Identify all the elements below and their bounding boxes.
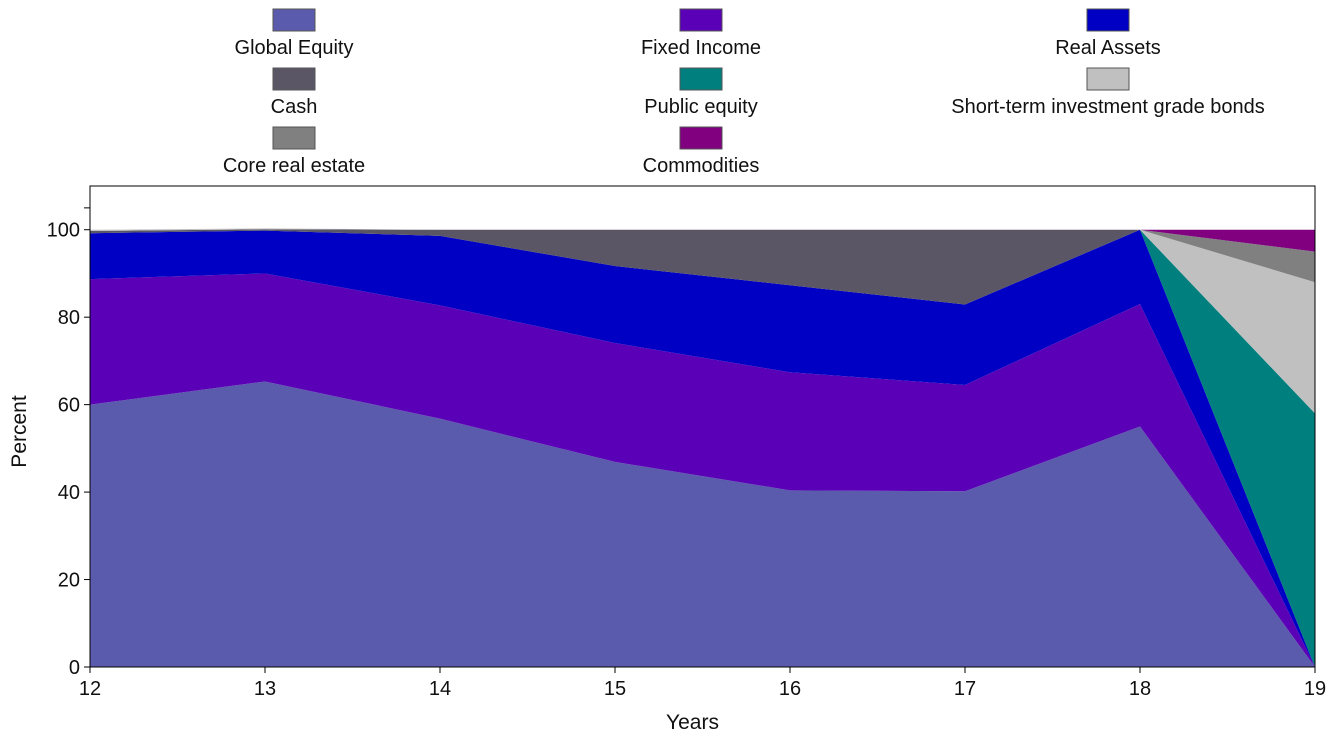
- area-commodities: [90, 228, 1315, 252]
- legend-item-cash: Cash: [271, 67, 318, 118]
- legend-item-real-assets: Real Assets: [1055, 8, 1161, 59]
- x-tick-label: 19: [1304, 678, 1326, 700]
- legend-item-public-equity: Public equity: [644, 67, 758, 118]
- y-tick-label: 60: [58, 395, 80, 417]
- legend-item-core-real-estate: Core real estate: [223, 126, 365, 177]
- plot-frame: [89, 185, 1316, 668]
- y-tick-label: 20: [58, 570, 80, 592]
- x-tick-label: 12: [79, 678, 101, 700]
- x-tick-label: 17: [954, 678, 976, 700]
- legend: Global Equity Fixed Income Real Assets Cash…: [223, 8, 1265, 177]
- legend-label: Cash: [271, 96, 318, 118]
- area-short-term-investment-grade-bonds: [90, 228, 1315, 414]
- legend-swatch: [272, 126, 316, 150]
- legend-label: Global Equity: [235, 37, 354, 59]
- legend-label: Core real estate: [223, 155, 365, 177]
- legend-swatch: [272, 8, 316, 32]
- legend-swatch: [272, 67, 316, 91]
- legend-label: Short-term investment grade bonds: [951, 96, 1265, 118]
- legend-item-fixed-income: Fixed Income: [641, 8, 761, 59]
- legend-label: Real Assets: [1055, 37, 1161, 59]
- y-axis-title: Percent: [8, 395, 31, 468]
- legend-label: Commodities: [643, 155, 760, 177]
- x-tick-label: 14: [429, 678, 451, 700]
- y-tick-label: 40: [58, 482, 80, 504]
- legend-item-commodities: Commodities: [643, 126, 760, 177]
- y-tick-label: 100: [47, 220, 80, 242]
- x-tick-label: 16: [779, 678, 801, 700]
- axes: 0 20 40 60 80 100 12 13 14 15 16 17 18 19 Years Percent: [8, 207, 1326, 734]
- y-tick-label: 0: [69, 657, 80, 679]
- x-tick-label: 18: [1129, 678, 1151, 700]
- area-real-assets: [90, 229, 1315, 668]
- x-axis-title: Years: [666, 711, 719, 734]
- x-tick-label: 15: [604, 678, 626, 700]
- plot-areas: [90, 228, 1315, 668]
- legend-label: Fixed Income: [641, 37, 761, 59]
- legend-swatch: [679, 8, 723, 32]
- legend-item-short-term-investment-grade-bonds: Short-term investment grade bonds: [951, 67, 1265, 118]
- area-global-equity: [90, 381, 1315, 667]
- legend-swatch: [1086, 8, 1130, 32]
- x-tick-label: 13: [254, 678, 276, 700]
- legend-item-global-equity: Global Equity: [235, 8, 354, 59]
- area-fixed-income: [90, 273, 1315, 667]
- legend-swatch: [1086, 67, 1130, 91]
- legend-swatch: [679, 67, 723, 91]
- legend-label: Public equity: [644, 96, 757, 118]
- legend-swatch: [679, 126, 723, 150]
- y-tick-label: 80: [58, 307, 80, 329]
